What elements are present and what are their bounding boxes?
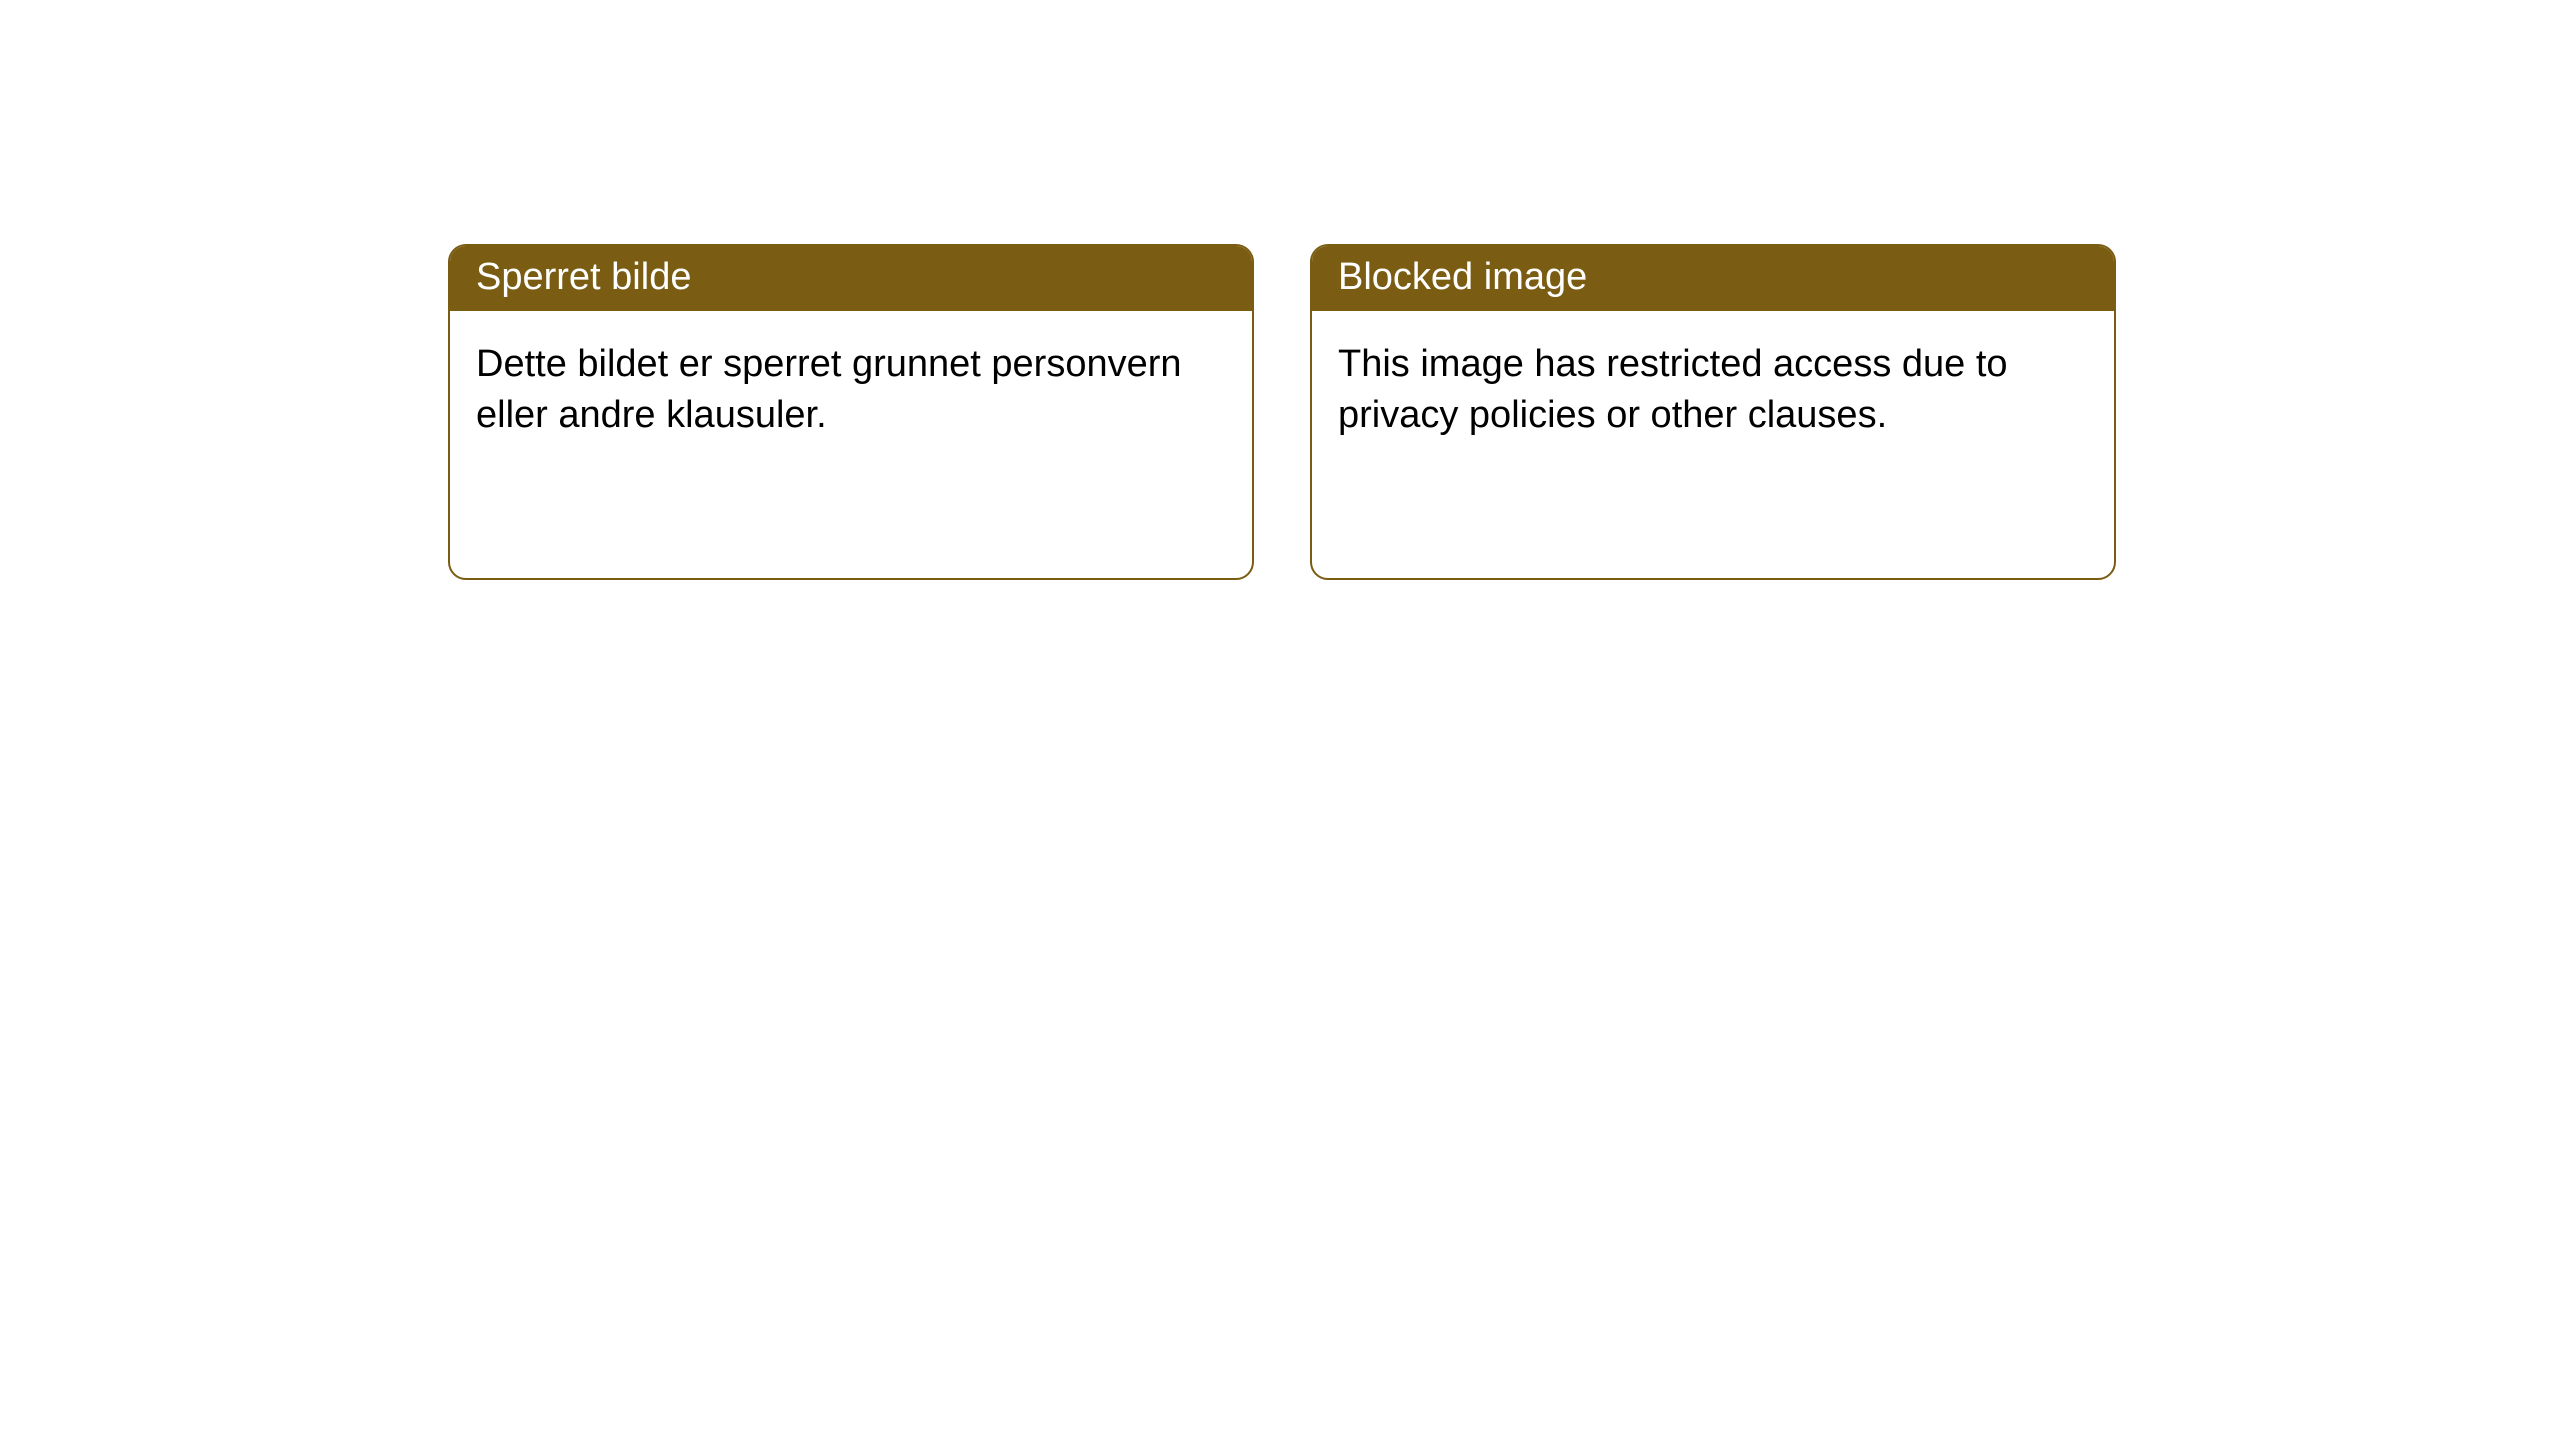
notice-body: This image has restricted access due to … [1312, 311, 2114, 470]
notice-card-norwegian: Sperret bilde Dette bildet er sperret gr… [448, 244, 1254, 580]
notice-card-english: Blocked image This image has restricted … [1310, 244, 2116, 580]
notice-container: Sperret bilde Dette bildet er sperret gr… [448, 244, 2116, 580]
notice-header: Sperret bilde [450, 246, 1252, 311]
notice-body: Dette bildet er sperret grunnet personve… [450, 311, 1252, 470]
notice-header: Blocked image [1312, 246, 2114, 311]
